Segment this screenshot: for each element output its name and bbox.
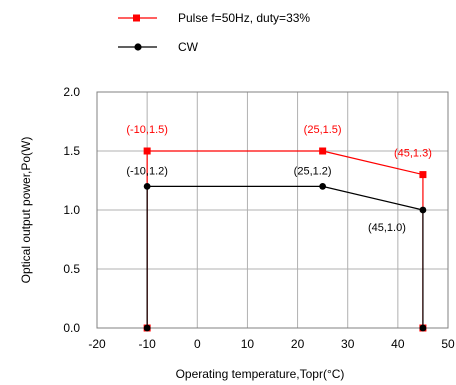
x-tick-label: 20	[291, 337, 305, 351]
data-label: (25,1.2)	[294, 165, 332, 177]
data-point-square	[419, 171, 427, 179]
x-tick-label: -20	[88, 337, 106, 351]
data-label: (45,1.3)	[394, 148, 432, 160]
data-point-circle	[319, 183, 327, 190]
annotations: (-10,1.5) (25,1.5) (45,1.3) (-10,1.2) (25,1.…	[126, 124, 432, 234]
legend: Pulse f=50Hz, duty=33% CW	[118, 11, 310, 54]
series-line-1	[146, 185, 424, 328]
y-tick-label: 0.0	[63, 321, 80, 335]
x-tick-label: -10	[138, 337, 156, 351]
x-tick-labels: -20 -10 0 10 20 30 40 50	[88, 337, 455, 351]
legend-label-cw: CW	[178, 40, 199, 54]
data-point-circle	[419, 206, 427, 214]
legend-label-pulse: Pulse f=50Hz, duty=33%	[178, 11, 310, 25]
data-label: (25,1.5)	[304, 124, 342, 136]
legend-marker-pulse	[133, 14, 140, 22]
x-tick-label: 50	[441, 337, 455, 351]
data-label: (45,1.0)	[368, 222, 406, 234]
y-tick-labels: 0.0 0.5 1.0 1.5 2.0	[63, 85, 80, 335]
series-group	[143, 147, 427, 332]
data-label: (-10,1.2)	[126, 165, 168, 177]
x-tick-label: 40	[391, 337, 405, 351]
x-tick-label: 0	[194, 337, 201, 351]
data-point-circle	[143, 324, 151, 332]
x-axis-label: Operating temperature,Topr(°C)	[176, 367, 345, 381]
x-tick-label: 30	[341, 337, 355, 351]
y-tick-label: 1.5	[63, 144, 80, 158]
x-tick-label: 10	[241, 337, 255, 351]
y-tick-label: 0.5	[63, 262, 80, 276]
plot-frame	[96, 91, 449, 329]
y-axis-label: Optical output power,Po(W)	[19, 137, 33, 284]
data-point-square	[143, 147, 151, 155]
data-label: (-10,1.5)	[126, 124, 168, 136]
legend-marker-cw	[134, 43, 142, 51]
data-point-square	[319, 147, 327, 155]
y-tick-label: 2.0	[63, 85, 80, 99]
data-point-circle	[419, 324, 427, 332]
data-point-circle	[143, 183, 151, 190]
y-tick-label: 1.0	[63, 203, 80, 217]
series-line-0	[146, 150, 424, 328]
